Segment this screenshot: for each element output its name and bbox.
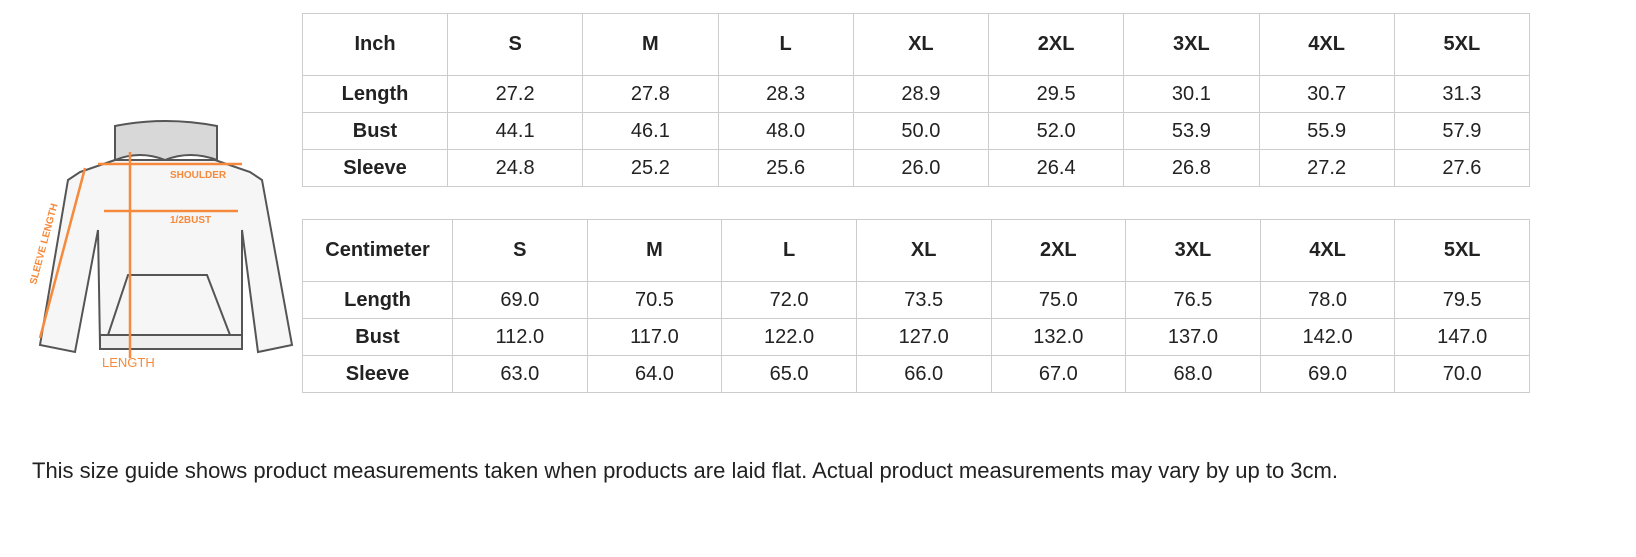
table-row: Bust 112.0 117.0 122.0 127.0 132.0 137.0 142.0 1… xyxy=(302,318,1530,356)
measurement-cell: 25.2 xyxy=(582,149,719,187)
measurement-cell: 75.0 xyxy=(990,281,1127,319)
row-label: Bust xyxy=(302,318,453,356)
measurement-cell: 117.0 xyxy=(586,318,723,356)
measurement-cell: 64.0 xyxy=(586,355,723,393)
unit-header: Inch xyxy=(302,13,448,76)
measurement-cell: 50.0 xyxy=(852,112,990,150)
measurement-cell: 57.9 xyxy=(1393,112,1531,150)
table-row: Length 27.2 27.8 28.3 28.9 29.5 30.1 30.7 31.3 xyxy=(302,75,1531,113)
measurement-cell: 29.5 xyxy=(987,75,1125,113)
size-guide-note: This size guide shows product measuremen… xyxy=(32,458,1338,483)
measurement-cell: 127.0 xyxy=(855,318,992,356)
bust-label: 1/2BUST xyxy=(170,215,211,226)
table-header-row: Centimeter S M L XL 2XL 3XL 4XL 5XL xyxy=(302,219,1530,282)
measurement-cell: 52.0 xyxy=(987,112,1125,150)
row-label: Bust xyxy=(302,112,448,150)
measurement-cell: 69.0 xyxy=(452,281,588,319)
measurement-cell: 27.2 xyxy=(1258,149,1395,187)
measurement-cell: 67.0 xyxy=(990,355,1127,393)
size-header: S xyxy=(446,13,584,76)
hoodie-measurement-diagram: SHOULDER 1/2BUST LENGTH SLEEVE LENGTH xyxy=(28,120,294,370)
sleeve-arrow xyxy=(38,167,87,339)
table-row: Bust 44.1 46.1 48.0 50.0 52.0 53.9 55.9 57.9 xyxy=(302,112,1531,150)
size-header: 2XL xyxy=(990,219,1127,282)
measurement-cell: 79.5 xyxy=(1394,281,1530,319)
centimeter-size-table: Centimeter S M L XL 2XL 3XL 4XL 5XL Length 69.0 70… xyxy=(302,219,1530,393)
measurement-cell: 78.0 xyxy=(1259,281,1396,319)
measurement-cell: 26.8 xyxy=(1123,149,1260,187)
measurement-cell: 65.0 xyxy=(721,355,857,393)
table-row: Sleeve 24.8 25.2 25.6 26.0 26.4 26.8 27.2 27.6 xyxy=(302,149,1531,187)
measurement-cell: 63.0 xyxy=(452,355,588,393)
hoodie-waistband xyxy=(99,334,243,350)
measurement-cell: 66.0 xyxy=(855,355,992,393)
measurement-cell: 76.5 xyxy=(1125,281,1261,319)
size-header: M xyxy=(582,13,719,76)
size-header: 5XL xyxy=(1393,13,1531,76)
measurement-cell: 70.5 xyxy=(586,281,723,319)
measurement-cell: 30.1 xyxy=(1123,75,1260,113)
measurement-cell: 30.7 xyxy=(1258,75,1395,113)
size-header: 4XL xyxy=(1258,13,1395,76)
measurement-cell: 26.0 xyxy=(852,149,990,187)
length-label: LENGTH xyxy=(102,355,155,370)
shoulder-label: SHOULDER xyxy=(170,170,227,181)
measurement-cell: 25.6 xyxy=(717,149,854,187)
size-header: 2XL xyxy=(987,13,1125,76)
measurement-cell: 27.2 xyxy=(446,75,584,113)
measurement-cell: 72.0 xyxy=(721,281,857,319)
size-header: XL xyxy=(852,13,990,76)
measurement-cell: 53.9 xyxy=(1123,112,1260,150)
measurement-cell: 137.0 xyxy=(1125,318,1261,356)
row-label: Length xyxy=(302,281,453,319)
measurement-cell: 44.1 xyxy=(446,112,584,150)
measurement-cell: 68.0 xyxy=(1125,355,1261,393)
size-header: 3XL xyxy=(1125,219,1261,282)
row-label: Length xyxy=(302,75,448,113)
size-header: 4XL xyxy=(1259,219,1396,282)
unit-header: Centimeter xyxy=(302,219,453,282)
measurement-cell: 27.8 xyxy=(582,75,719,113)
measurement-cell: 46.1 xyxy=(582,112,719,150)
measurement-cell: 27.6 xyxy=(1393,149,1531,187)
measurement-cell: 48.0 xyxy=(717,112,854,150)
size-header: L xyxy=(721,219,857,282)
size-header: L xyxy=(717,13,854,76)
size-header: XL xyxy=(855,219,992,282)
hoodie-hood xyxy=(114,120,218,162)
measurement-cell: 70.0 xyxy=(1394,355,1530,393)
measurement-cell: 73.5 xyxy=(855,281,992,319)
measurement-cell: 31.3 xyxy=(1393,75,1531,113)
table-row: Length 69.0 70.5 72.0 73.5 75.0 76.5 78.0 79.5 xyxy=(302,281,1530,319)
row-label: Sleeve xyxy=(302,149,448,187)
table-row: Sleeve 63.0 64.0 65.0 66.0 67.0 68.0 69.0 70.0 xyxy=(302,355,1530,393)
size-header: 5XL xyxy=(1394,219,1530,282)
measurement-cell: 147.0 xyxy=(1394,318,1530,356)
measurement-cell: 28.9 xyxy=(852,75,990,113)
measurement-cell: 24.8 xyxy=(446,149,584,187)
size-header: 3XL xyxy=(1123,13,1260,76)
size-header: S xyxy=(452,219,588,282)
measurement-cell: 28.3 xyxy=(717,75,854,113)
measurement-cell: 132.0 xyxy=(990,318,1127,356)
measurement-cell: 142.0 xyxy=(1259,318,1396,356)
size-header: M xyxy=(586,219,723,282)
measurement-cell: 122.0 xyxy=(721,318,857,356)
measurement-cell: 26.4 xyxy=(987,149,1125,187)
inch-size-table: Inch S M L XL 2XL 3XL 4XL 5XL Length 27.2 27.8 28.3… xyxy=(302,13,1531,187)
measurement-cell: 112.0 xyxy=(452,318,588,356)
measurement-cell: 69.0 xyxy=(1259,355,1396,393)
row-label: Sleeve xyxy=(302,355,453,393)
measurement-cell: 55.9 xyxy=(1258,112,1395,150)
table-header-row: Inch S M L XL 2XL 3XL 4XL 5XL xyxy=(302,13,1531,76)
